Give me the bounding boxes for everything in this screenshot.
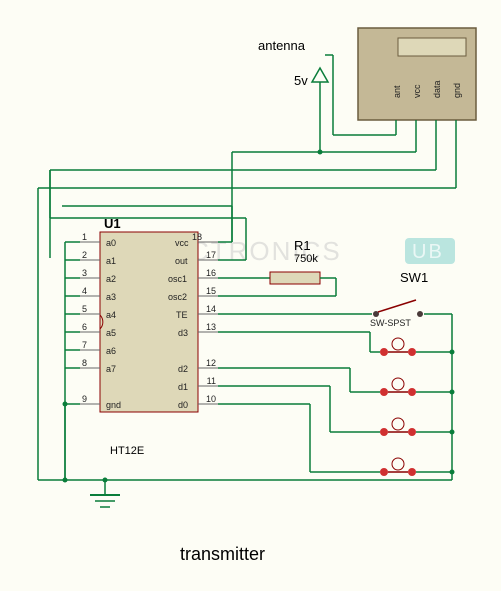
- pushbutton-1: [370, 338, 455, 356]
- svg-text:17: 17: [206, 250, 216, 260]
- switch-type: SW-SPST: [370, 318, 411, 328]
- vcc-label: 5v: [294, 73, 308, 88]
- svg-text:15: 15: [206, 286, 216, 296]
- ic-chip: U1 HT12E 1a0 2a1 3a2 4a3 5a4 6a5: [80, 216, 218, 457]
- svg-text:1: 1: [82, 232, 87, 242]
- svg-text:out: out: [175, 256, 188, 266]
- module-pin-data: data: [432, 80, 442, 98]
- svg-text:3: 3: [82, 268, 87, 278]
- svg-text:11: 11: [207, 376, 216, 386]
- chip-part: HT12E: [110, 445, 144, 457]
- svg-text:a3: a3: [106, 292, 116, 302]
- svg-text:a4: a4: [106, 310, 116, 320]
- svg-text:10: 10: [206, 394, 216, 404]
- svg-text:9: 9: [82, 394, 87, 404]
- svg-text:16: 16: [206, 268, 216, 278]
- svg-text:a1: a1: [106, 256, 116, 266]
- resistor-value: 750k: [294, 253, 318, 265]
- svg-text:a5: a5: [106, 328, 116, 338]
- module-pin-vcc: vcc: [412, 84, 422, 98]
- switch-ref: SW1: [400, 270, 428, 285]
- svg-text:14: 14: [206, 304, 216, 314]
- circuit-diagram: CTRONICS UB ant vcc data gnd antenna 5v: [0, 0, 501, 586]
- svg-text:d0: d0: [178, 400, 188, 410]
- svg-text:12: 12: [206, 358, 216, 368]
- resistor-ref: R1: [294, 238, 311, 253]
- svg-text:7: 7: [82, 340, 87, 350]
- switch-spst-icon: [373, 300, 423, 317]
- ground-symbol-icon: [90, 495, 120, 507]
- svg-text:osc2: osc2: [168, 292, 187, 302]
- module-pin-gnd: gnd: [452, 83, 462, 98]
- svg-text:gnd: gnd: [106, 400, 121, 410]
- svg-text:TE: TE: [176, 310, 188, 320]
- watermark-tag: UB: [412, 241, 444, 263]
- svg-text:4: 4: [82, 286, 87, 296]
- antenna-label: antenna: [258, 38, 306, 53]
- svg-text:a2: a2: [106, 274, 116, 284]
- svg-text:d2: d2: [178, 364, 188, 374]
- svg-text:d1: d1: [178, 382, 188, 392]
- pushbutton-4: [370, 458, 455, 476]
- svg-text:vcc: vcc: [175, 238, 189, 248]
- svg-text:5: 5: [82, 304, 87, 314]
- rf-module: ant vcc data gnd: [358, 28, 476, 120]
- resistor-body: [270, 272, 320, 284]
- svg-text:osc1: osc1: [168, 274, 187, 284]
- svg-text:2: 2: [82, 250, 87, 260]
- svg-text:6: 6: [82, 322, 87, 332]
- module-pin-ant: ant: [392, 85, 402, 98]
- svg-text:13: 13: [206, 322, 216, 332]
- pushbutton-3: [370, 418, 455, 436]
- svg-text:a6: a6: [106, 346, 116, 356]
- svg-text:18: 18: [192, 232, 202, 242]
- diagram-title: transmitter: [180, 544, 265, 564]
- svg-text:d3: d3: [178, 328, 188, 338]
- svg-text:a7: a7: [106, 364, 116, 374]
- vcc-arrow-icon: [312, 68, 328, 82]
- pushbutton-2: [370, 378, 455, 396]
- svg-text:a0: a0: [106, 238, 116, 248]
- svg-text:8: 8: [82, 358, 87, 368]
